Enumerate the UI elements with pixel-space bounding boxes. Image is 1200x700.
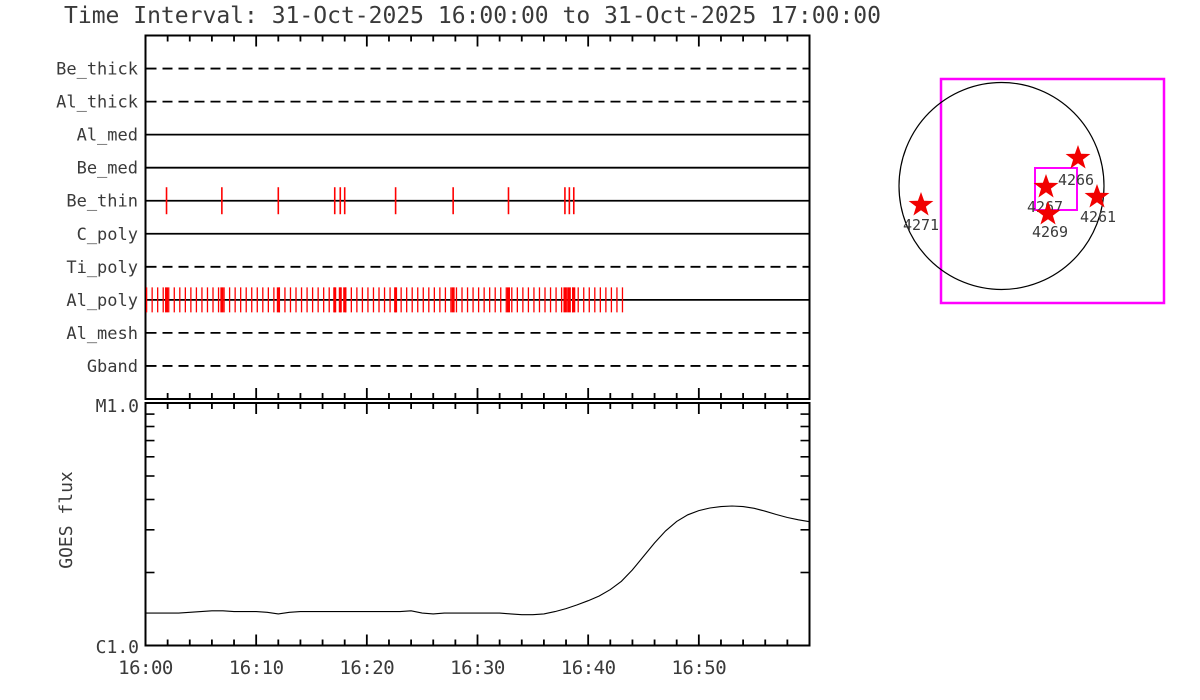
timeline-row-label: Be_thin xyxy=(66,192,138,212)
timeline-row-label: Be_med xyxy=(77,159,138,179)
solar-limb xyxy=(898,81,1105,291)
goes-x-tick-label: 16:40 xyxy=(561,657,616,679)
active-region-label: 4271 xyxy=(903,216,939,234)
active-region-star xyxy=(908,192,934,216)
timeline-rows: Be_thick Al_thick Al_med Be_med Be_thin C_pol… xyxy=(56,60,809,377)
goes-x-tick-label: 16:00 xyxy=(118,657,173,679)
goes-y-axis-title: GOES flux xyxy=(56,471,77,569)
timeline-frame xyxy=(144,34,811,400)
goes-x-tick-label: 16:10 xyxy=(229,657,284,679)
goes-x-tick-label: 16:30 xyxy=(450,657,505,679)
timeline-row-label: Al_thick xyxy=(56,93,138,113)
active-region-star xyxy=(1084,184,1110,208)
active-region-label: 4266 xyxy=(1058,171,1094,189)
goes-axis-ticks xyxy=(144,404,811,645)
page-title: Time Interval: 31-Oct-2025 16:00:00 to 3… xyxy=(64,3,881,29)
goes-ymin-label: C1.0 xyxy=(96,637,139,658)
active-region-star xyxy=(1033,174,1059,198)
goes-frame xyxy=(144,402,811,647)
active-region-star xyxy=(1035,201,1061,225)
goes-ymax-label: M1.0 xyxy=(96,396,139,417)
goes-x-tick-labels: 16:00 16:10 16:20 16:30 16:40 16:50 xyxy=(118,657,727,679)
goes-x-tick-label: 16:20 xyxy=(339,657,394,679)
goes-plot: M1.0 C1.0 GOES flux 16:00 16:10 16:20 16:30… xyxy=(56,396,811,679)
active-region-label: 4261 xyxy=(1080,208,1116,226)
timeline-row-label: Gband xyxy=(87,357,138,377)
timeline-row-label: Be_thick xyxy=(56,60,138,80)
timeline-axis-ticks xyxy=(144,36,811,398)
timeline-plot: Be_thick Al_thick Al_med Be_med Be_thin C_pol… xyxy=(56,34,811,400)
timeline-row-label: Al_med xyxy=(77,126,138,146)
goes-flux-curve xyxy=(145,505,810,616)
goes-x-tick-label: 16:50 xyxy=(671,657,726,679)
active-region-star xyxy=(1065,145,1091,169)
timeline-row-label: Al_mesh xyxy=(66,324,138,344)
timeline-row-label: C_poly xyxy=(77,225,138,245)
goes-curve-group xyxy=(145,505,810,616)
timeline-row-label: Ti_poly xyxy=(66,258,138,278)
active-region-label: 4269 xyxy=(1032,223,1068,241)
timeline-row-label: Al_poly xyxy=(66,291,138,311)
fov-box-outer xyxy=(939,77,1166,305)
